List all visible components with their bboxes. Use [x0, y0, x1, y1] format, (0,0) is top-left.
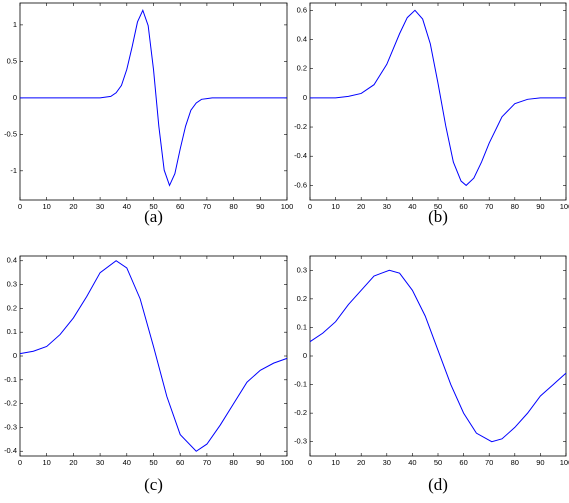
x-tick-label: 40 — [408, 202, 416, 211]
x-tick-label: 100 — [560, 458, 569, 467]
y-tick-label: -0.3 — [294, 437, 307, 446]
x-tick-label: 70 — [485, 202, 493, 211]
x-tick-label: 50 — [149, 458, 157, 467]
x-tick-label: 0 — [18, 202, 22, 211]
y-tick-label: 0.5 — [7, 56, 17, 65]
y-tick-label: -0.2 — [294, 122, 307, 131]
y-tick-label: 0.1 — [297, 322, 307, 331]
x-tick-label: 30 — [383, 458, 391, 467]
y-tick-label: -0.3 — [4, 422, 17, 431]
x-tick-label: 10 — [331, 202, 339, 211]
x-tick-label: 100 — [560, 202, 569, 211]
x-tick-label: 60 — [176, 202, 184, 211]
y-tick-label: -0.6 — [294, 180, 307, 189]
y-tick-label: -0.2 — [294, 408, 307, 417]
y-tick-label: 0 — [13, 93, 17, 102]
plot-area — [19, 255, 288, 457]
x-tick-label: 70 — [203, 202, 211, 211]
x-tick-label: 0 — [308, 458, 312, 467]
x-tick-label: 60 — [176, 458, 184, 467]
x-tick-label: 80 — [511, 202, 519, 211]
y-tick-label: 0.6 — [297, 5, 307, 14]
x-tick-label: 60 — [459, 202, 467, 211]
x-tick-label: 40 — [123, 458, 131, 467]
x-tick-label: 90 — [256, 202, 264, 211]
y-tick-label: 0 — [13, 351, 17, 360]
y-tick-label: 0.2 — [297, 294, 307, 303]
y-tick-label: 0.4 — [7, 256, 17, 265]
y-tick-label: 0.2 — [297, 64, 307, 73]
y-tick-label: 0 — [303, 93, 307, 102]
plot-area — [309, 255, 567, 457]
plot-area — [309, 2, 567, 201]
y-tick-label: 0.3 — [297, 265, 307, 274]
y-tick-label: -0.1 — [4, 375, 17, 384]
x-tick-label: 80 — [229, 458, 237, 467]
caption: (d) — [428, 475, 448, 494]
x-tick-label: 70 — [203, 458, 211, 467]
curve — [19, 260, 288, 452]
y-tick-label: -0.1 — [294, 380, 307, 389]
x-tick-label: 80 — [229, 202, 237, 211]
x-tick-label: 50 — [149, 202, 157, 211]
y-tick-label: -1 — [10, 166, 17, 175]
x-tick-label: 50 — [434, 202, 442, 211]
x-tick-label: 20 — [357, 202, 365, 211]
x-tick-label: 10 — [43, 458, 51, 467]
y-tick-label: 1 — [13, 20, 17, 29]
caption: (c) — [144, 475, 163, 494]
y-tick-label: 0.1 — [7, 327, 17, 336]
caption: (a) — [144, 207, 163, 226]
curve — [20, 8, 287, 187]
x-tick-label: 20 — [69, 202, 77, 211]
x-tick-label: 20 — [69, 458, 77, 467]
x-tick-label: 50 — [434, 458, 442, 467]
x-tick-label: 10 — [331, 458, 339, 467]
x-tick-label: 90 — [536, 458, 544, 467]
x-tick-label: 90 — [536, 202, 544, 211]
y-tick-label: -0.4 — [4, 446, 17, 455]
y-tick-label: -0.5 — [4, 129, 17, 138]
curve — [309, 269, 567, 443]
x-tick-label: 40 — [123, 202, 131, 211]
x-tick-label: 40 — [408, 458, 416, 467]
y-tick-label: 0.3 — [7, 280, 17, 289]
x-tick-label: 100 — [281, 458, 294, 467]
x-tick-label: 70 — [485, 458, 493, 467]
curve — [310, 9, 566, 187]
plot-area — [19, 2, 288, 201]
x-tick-label: 0 — [18, 458, 22, 467]
x-tick-label: 30 — [383, 202, 391, 211]
x-tick-label: 0 — [308, 202, 312, 211]
x-tick-label: 80 — [511, 458, 519, 467]
y-tick-label: -0.4 — [294, 151, 307, 160]
y-tick-label: 0.4 — [297, 34, 307, 43]
x-tick-label: 60 — [459, 458, 467, 467]
caption: (b) — [428, 207, 448, 226]
x-tick-label: 30 — [96, 458, 104, 467]
y-tick-label: -0.2 — [4, 399, 17, 408]
x-tick-label: 100 — [281, 202, 294, 211]
y-tick-label: 0 — [303, 351, 307, 360]
y-tick-label: 0.2 — [7, 303, 17, 312]
x-tick-label: 10 — [43, 202, 51, 211]
x-tick-label: 20 — [357, 458, 365, 467]
x-tick-label: 90 — [256, 458, 264, 467]
x-tick-label: 30 — [96, 202, 104, 211]
